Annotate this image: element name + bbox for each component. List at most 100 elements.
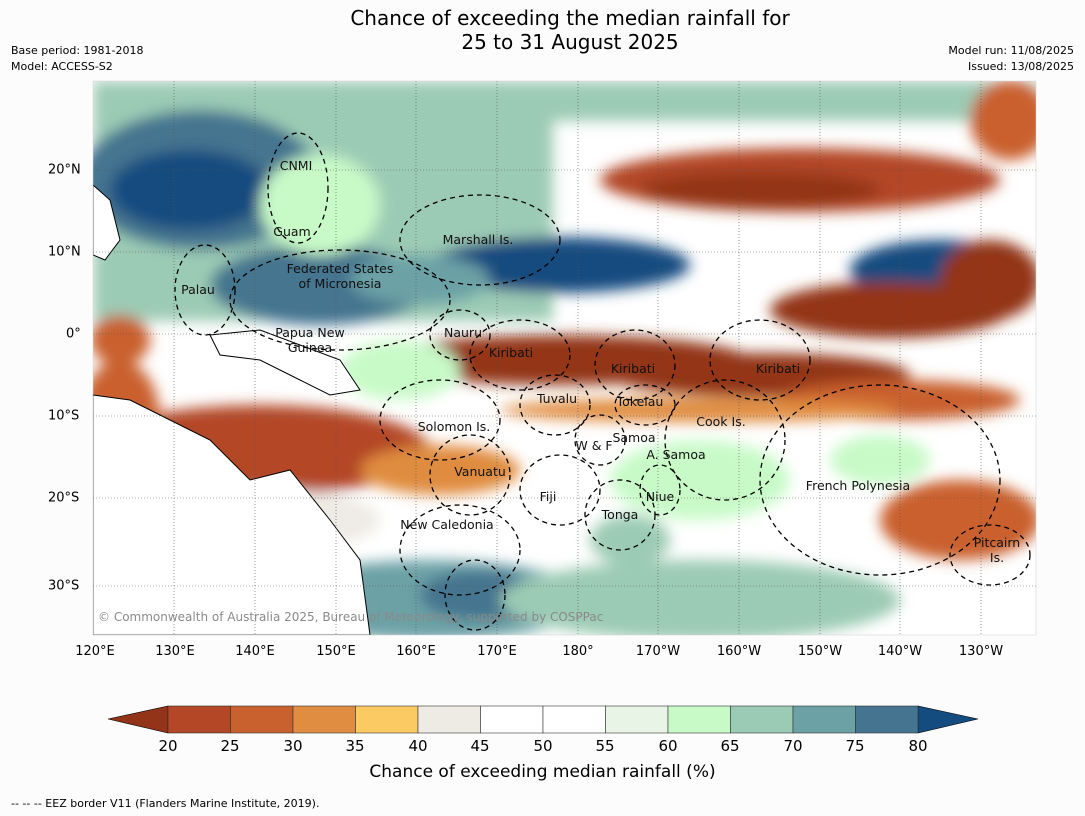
field-very-dry-north-pacific [640, 172, 880, 208]
model-name: Model: ACCESS-S2 [11, 60, 113, 73]
field-green-solomon [340, 340, 460, 400]
eez-pitcairn [949, 524, 1031, 586]
colorbar-cell [605, 705, 669, 734]
eez-kiribati-central [594, 329, 676, 401]
label-png-1: Papua New [275, 325, 344, 340]
lat-label: 30°S [48, 578, 80, 594]
label-guam: Guam [273, 224, 310, 239]
field-dry-png-west [93, 315, 150, 365]
colorbar-tick: 65 [720, 737, 740, 755]
land-outlines [93, 184, 371, 635]
field-green-fp [830, 435, 930, 485]
colorbar-cell [417, 705, 481, 734]
lon-label: 140°E [235, 644, 275, 659]
field-dark-blue-marshall [430, 237, 690, 293]
lon-label: 140°W [877, 644, 923, 659]
field-dark-blue-philippine-sea [110, 150, 270, 230]
colorbar-tick: 55 [595, 737, 615, 755]
new-guinea-land [209, 329, 361, 396]
eez-palau [174, 244, 236, 336]
label-french-polynesia: French Polynesia [806, 478, 910, 493]
label-samoa: Samoa [612, 430, 655, 445]
colorbar-cell [542, 705, 606, 734]
label-asamoa: A. Samoa [646, 447, 705, 462]
colorbar-tick: 30 [283, 737, 303, 755]
lon-label: 120°E [75, 644, 115, 659]
colorbar-cell [230, 705, 294, 734]
label-micronesia-1: Federated States [287, 261, 394, 276]
lat-label: 0° [66, 326, 81, 342]
map-field: CNMI Guam Marshall Is. Federated States … [93, 81, 1036, 635]
lon-label: 160°E [396, 644, 436, 659]
title-line-2: 25 to 31 August 2025 [461, 30, 679, 54]
meta-right: Model run: 11/08/2025 Issued: 13/08/2025 [948, 43, 1074, 75]
eez-micronesia [229, 249, 451, 351]
eez-tuvalu [519, 374, 591, 436]
field-green-top [93, 81, 1036, 121]
eez-kiribati-east [709, 319, 811, 401]
label-new-caledonia: New Caledonia [400, 517, 493, 532]
lon-label: 150°E [316, 644, 356, 659]
colorbar-tick: 60 [658, 737, 678, 755]
label-wf: W & F [575, 438, 612, 453]
colorbar-cell [292, 705, 356, 734]
label-kiribati-west: Kiribati [489, 345, 533, 360]
colorbar-tick: 75 [845, 737, 865, 755]
meta-left: Base period: 1981-2018 Model: ACCESS-S2 [11, 43, 143, 75]
label-vanuatu: Vanuatu [454, 464, 506, 479]
copyright-notice: © Commonwealth of Australia 2025, Bureau… [98, 610, 604, 624]
label-pitcairn-1: Pitcairn [974, 535, 1020, 550]
field-orange-vanuatu [360, 445, 520, 495]
colorbar-cell [730, 705, 794, 734]
colorbar-over-arrow [917, 705, 979, 734]
label-tuvalu: Tuvalu [536, 391, 577, 406]
field-very-dry-far-east [940, 240, 1036, 320]
lat-label: 20°N [48, 162, 81, 178]
field-green-cnmi [260, 155, 380, 255]
australia-land [93, 394, 371, 635]
base-period: Base period: 1981-2018 [11, 44, 144, 57]
eez-nauru [429, 309, 491, 361]
colorbar-cell [855, 705, 919, 734]
lat-label: 10°N [48, 244, 81, 260]
colorbar-tick: 70 [783, 737, 803, 755]
model-run: Model run: 11/08/2025 [948, 44, 1074, 57]
label-marshall: Marshall Is. [443, 232, 514, 247]
label-palau: Palau [181, 282, 215, 297]
eez-french-polynesia [759, 384, 1001, 576]
label-cook: Cook Is. [696, 414, 745, 429]
graticule [93, 81, 1036, 635]
issued-date: Issued: 13/08/2025 [967, 60, 1074, 73]
lon-label: 130°E [155, 644, 195, 659]
eez-footnote: -- -- -- EEZ border V11 (Flanders Marine… [11, 797, 320, 810]
eez-kiribati-west [469, 319, 571, 391]
philippines-land [93, 184, 121, 261]
title-line-1: Chance of exceeding the median rainfall … [350, 6, 790, 30]
label-niue: Niue [646, 489, 675, 504]
label-micronesia-2: of Micronesia [299, 276, 382, 291]
colorbar-cell [667, 705, 731, 734]
label-tonga: Tonga [601, 507, 639, 522]
eez-norfolk [444, 559, 506, 631]
eez-wf [574, 414, 626, 466]
lon-label: 180° [562, 644, 594, 659]
region-labels: CNMI Guam Marshall Is. Federated States … [181, 158, 1020, 565]
label-fiji: Fiji [540, 489, 557, 504]
colorbar-tick: 35 [345, 737, 365, 755]
eez-vanuatu [429, 434, 511, 516]
eez-niue [639, 464, 681, 516]
field-green-tonga [610, 440, 790, 520]
eez-cnmi [267, 132, 329, 244]
lon-label: 130°W [958, 644, 1004, 659]
eez-tonga [584, 479, 656, 551]
label-kiribati-central: Kiribati [611, 361, 655, 376]
lon-label: 160°W [716, 644, 762, 659]
map-title: Chance of exceeding the median rainfall … [0, 6, 1085, 54]
label-cnmi: CNMI [280, 158, 313, 173]
eez-borders [174, 132, 1031, 631]
colorbar-tick: 40 [408, 737, 428, 755]
field-teal-marshall [350, 255, 490, 305]
lat-label: 20°S [48, 490, 80, 506]
colorbar-under-arrow [107, 705, 169, 734]
